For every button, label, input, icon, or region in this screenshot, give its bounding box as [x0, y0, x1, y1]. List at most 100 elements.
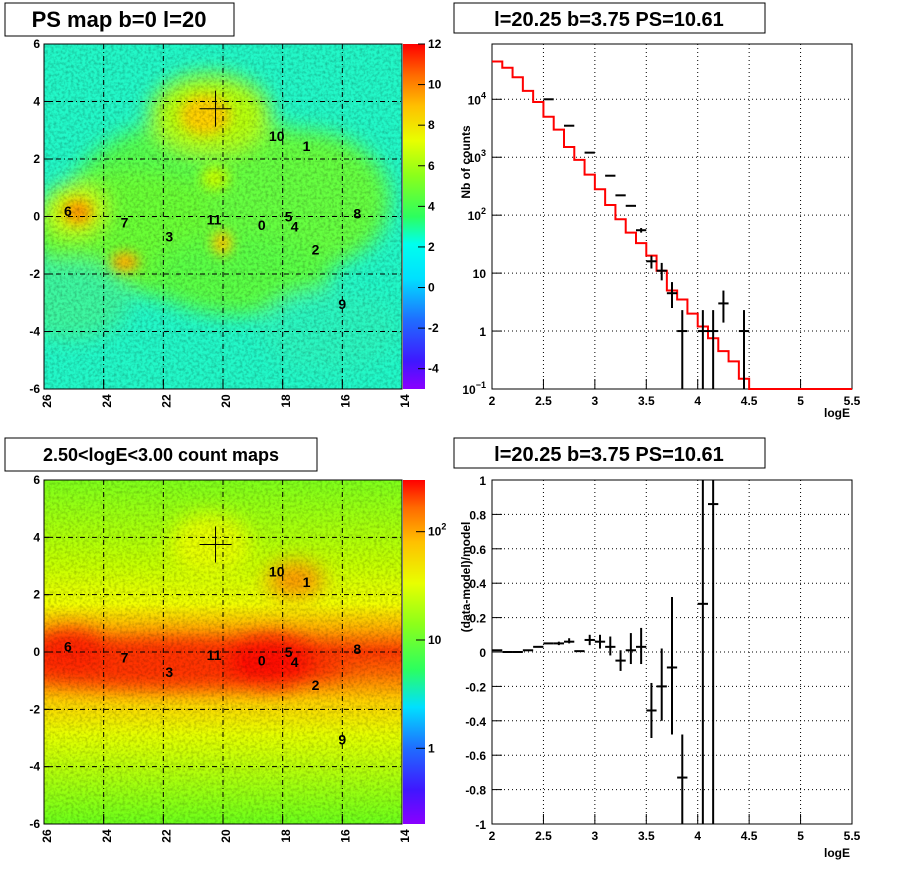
ps_map-ytick-label: 2 [33, 152, 40, 166]
ps_map-xtick-label: 22 [160, 394, 174, 408]
residual-ytick-label: 0.8 [469, 508, 486, 522]
count_map-source-label: 9 [338, 731, 346, 747]
ps_map-ytick-label: -2 [29, 267, 40, 281]
residual-data-point [666, 596, 678, 735]
ps-map-cb-label: 2 [428, 240, 435, 254]
residual-xtick-label: 4 [694, 829, 701, 843]
residual-ytick-label: -0.2 [465, 680, 486, 694]
spectrum-title-box: l=20.25 b=3.75 PS=10.61 [453, 2, 766, 34]
ps-map-grid [44, 44, 402, 389]
residual-xtick-label: 2.5 [535, 829, 552, 843]
spectrum-xtick-label: 4 [694, 394, 701, 408]
residual-axis-ticks: 2 2.5 3 3.5 4 4.5 5 5.5 1 0.8 0.6 0.4 0.2 0 -0.2 -0.4 -0… [465, 474, 860, 843]
spectrum-data-point [677, 310, 688, 389]
spectrum-ytick-label-base: 1 [479, 325, 486, 339]
ps-map-cb-label: 8 [428, 118, 435, 132]
count_map-xtick-label: 20 [219, 829, 233, 843]
ps_map-xtick-label: 24 [100, 394, 114, 408]
ps-map-title-box: PS map b=0 l=20 [4, 2, 235, 37]
count-map-cb-label-base: 10 [428, 525, 442, 539]
count-map-cb-label: 1 [428, 741, 435, 755]
ps_map-ytick-label: -4 [29, 325, 40, 339]
spectrum-title: l=20.25 b=3.75 PS=10.61 [494, 9, 724, 31]
ps-map-source-labels: 10 1 6 7 11 0 54 8 3 2 9 [64, 128, 361, 312]
count_map-source-label: 2 [312, 677, 320, 693]
count_map-xtick-label: 22 [160, 829, 174, 843]
spectrum-grid [492, 44, 852, 389]
spectrum-ytick-label-base: 10 [468, 93, 482, 107]
count_map-source-label: 7 [121, 650, 129, 666]
count_map-source-label: 6 [64, 638, 72, 654]
spectrum-xtick-label: 4.5 [741, 394, 758, 408]
residual-data-point [584, 634, 595, 646]
count_map-source-label: 5 [285, 644, 293, 660]
ps-map-title: PS map b=0 l=20 [32, 7, 207, 32]
residual-title: l=20.25 b=3.75 PS=10.61 [494, 444, 724, 466]
spectrum-xtick-label: 5 [797, 394, 804, 408]
count-map-grid [44, 480, 402, 824]
residual-ytick-label: 0.4 [469, 577, 486, 591]
count-map-source-labels: 10 1 6 7 11 0 54 8 3 2 9 [64, 564, 361, 748]
spectrum-data-point [666, 282, 678, 309]
ps_map-source-label: 0 [258, 217, 266, 233]
count_map-ytick-label: 4 [33, 530, 40, 544]
spectrum-data-points [543, 98, 750, 389]
count_map-source-label: 11 [207, 647, 222, 663]
ps-map-colorbar-ticks: 12 10 8 6 4 2 0 -2 -4 [418, 37, 442, 376]
residual-ytick-label: -1 [475, 818, 486, 832]
count_map-source-label: 10 [269, 564, 285, 580]
residual-ytick-label: -0.4 [465, 715, 486, 729]
count_map-source-label: 3 [165, 664, 173, 680]
count_map-ytick-label: -4 [29, 760, 40, 774]
count_map-ytick-label: 0 [33, 645, 40, 659]
residual-ytick-label: -0.8 [465, 784, 486, 798]
ps_map-source-label: 10 [269, 128, 285, 144]
residual-ytick-label: 1 [479, 474, 486, 488]
count-map-cb-label-base: 10 [428, 633, 442, 647]
spectrum-xlabel: logE [824, 406, 850, 420]
residual-data-point [615, 650, 626, 671]
residual-xtick-label: 5.5 [844, 829, 861, 843]
spectrum-data-point [656, 262, 667, 281]
ps_map-source-label: 9 [338, 296, 346, 312]
spectrum-ytick-label: 10−1 [462, 380, 486, 397]
residual-xtick-label: 4.5 [741, 829, 758, 843]
ps_map-source-label: 11 [207, 211, 222, 227]
residual-data-point [594, 634, 606, 649]
spectrum-data-point [697, 310, 708, 389]
ps-map-cb-label: 0 [428, 281, 435, 295]
residual-data-point [708, 480, 719, 824]
residual-data-points [492, 480, 719, 824]
count-map-cb-label: 102 [428, 522, 446, 539]
spectrum-ytick-label: 102 [468, 206, 486, 223]
ps_map-ytick-label: 4 [33, 95, 40, 109]
ps-map-cb-label: -4 [428, 362, 439, 376]
ps_map-source-label: 3 [165, 229, 173, 245]
count_map-xtick-label: 18 [279, 829, 293, 843]
spectrum-data-point [636, 228, 647, 233]
residual-xlabel: logE [824, 846, 850, 860]
ps-map-cb-label: 6 [428, 159, 435, 173]
residual-xtick-label: 5 [797, 829, 804, 843]
residual-data-point [553, 641, 564, 646]
spectrum-data-point [646, 255, 657, 269]
count_map-source-label: 0 [258, 653, 266, 669]
spectrum-data-point [738, 310, 750, 389]
spectrum-ytick-label: 103 [468, 148, 486, 165]
residual-data-point [605, 636, 616, 656]
spectrum-xtick-label: 2.5 [535, 394, 552, 408]
ps_map-xtick-label: 18 [279, 394, 293, 408]
spectrum-ytick-label-exp: 4 [481, 90, 486, 100]
count-map-cb-label: 10 [428, 633, 442, 647]
ps_map-ytick-label: -6 [29, 382, 40, 396]
residual-ytick-label: 0.6 [469, 543, 486, 557]
count_map-xtick-label: 16 [339, 829, 353, 843]
residual-data-point [636, 627, 647, 665]
residual-xtick-label: 3 [592, 829, 599, 843]
ps_map-xtick-label: 16 [339, 394, 353, 408]
residual-ytick-label: 0.2 [469, 612, 486, 626]
